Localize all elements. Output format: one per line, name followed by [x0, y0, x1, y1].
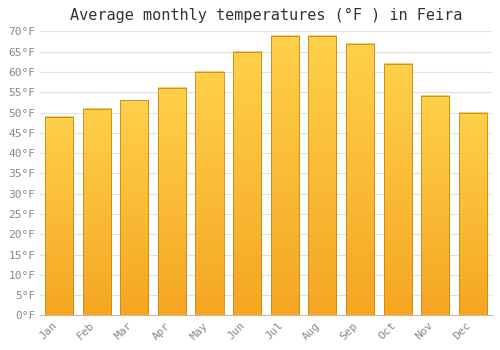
Bar [120, 100, 148, 315]
Bar [158, 88, 186, 315]
Bar [384, 64, 411, 315]
Bar [308, 35, 336, 315]
Bar [233, 52, 261, 315]
Bar [458, 113, 487, 315]
Bar [421, 96, 450, 315]
Bar [346, 44, 374, 315]
Bar [196, 72, 224, 315]
Bar [45, 117, 73, 315]
Bar [82, 108, 110, 315]
Bar [270, 35, 299, 315]
Title: Average monthly temperatures (°F ) in Feira: Average monthly temperatures (°F ) in Fe… [70, 8, 462, 23]
